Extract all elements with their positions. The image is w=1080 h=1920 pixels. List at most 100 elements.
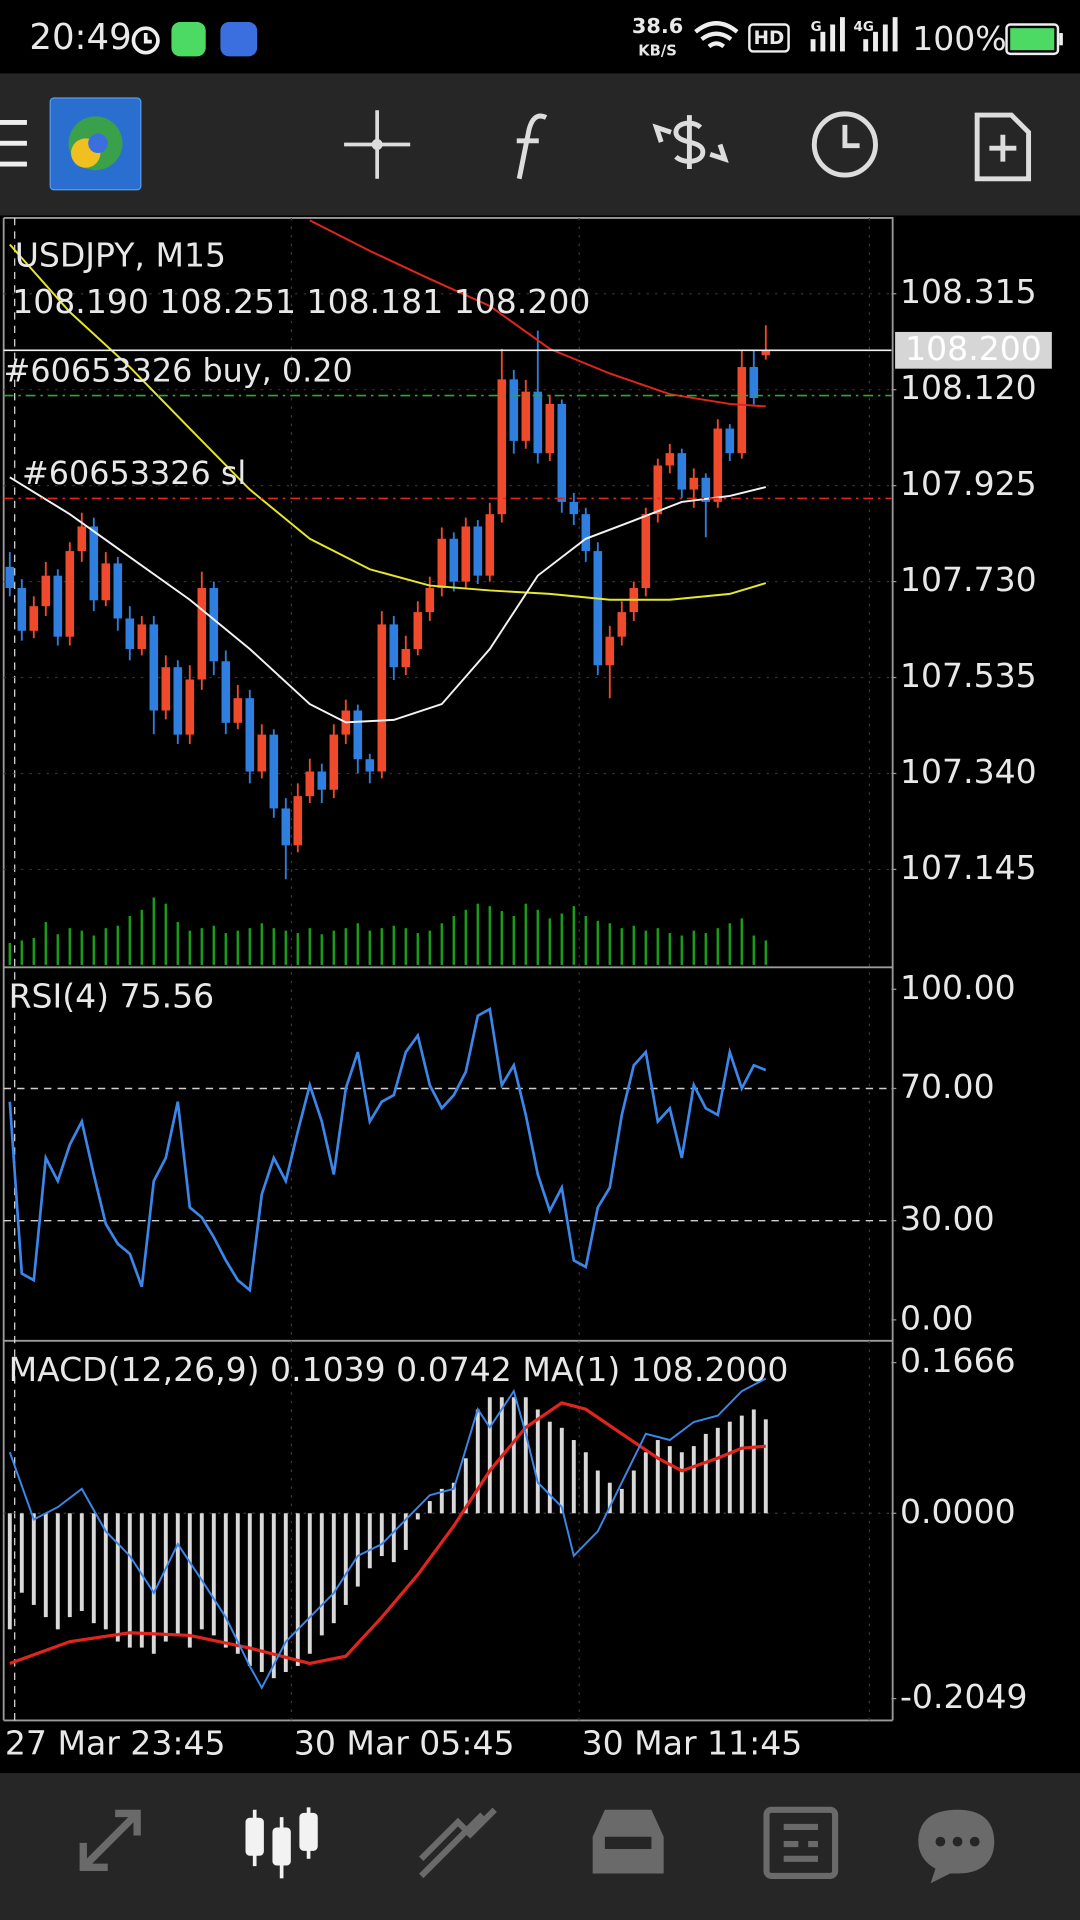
indicators-button[interactable] [516,113,548,180]
candle-body [5,566,15,588]
candle-body [65,551,75,637]
histogram-bar [355,1513,360,1587]
candle-body [701,477,711,502]
candle-body [233,698,243,723]
indicator-line [8,1377,767,1690]
candle-body [125,618,135,649]
moving-average [9,476,767,724]
trade-button[interactable] [652,115,729,169]
candle-body [617,612,627,637]
histogram-bar [643,1452,648,1514]
histogram-bar [715,1427,720,1514]
menu-button[interactable] [0,120,27,167]
candle-body [641,514,651,588]
histogram-bar [607,1482,612,1514]
moving-average [9,243,767,601]
new-order-button[interactable] [974,112,1032,182]
moving-average [309,219,766,408]
trade-tab[interactable] [419,1807,497,1879]
histogram-bar [535,1409,540,1514]
candle-body [197,587,207,680]
candle-body [53,575,63,637]
history-tab[interactable] [592,1809,664,1874]
last-price-label: 108.200 [905,329,1042,368]
net2-label: 4G [853,20,873,35]
histogram-bar [523,1397,528,1514]
y-tick-label: 107.925 [900,464,1037,503]
histogram-bar [295,1513,300,1666]
candle-body [353,710,363,760]
histogram-bar [655,1440,660,1514]
period-button[interactable] [811,111,878,178]
message-icon [171,22,206,57]
candle-body [41,575,51,607]
candle-body [569,501,579,515]
histogram-bar [571,1440,576,1514]
histogram-bar [331,1513,336,1624]
candle-body [761,350,771,356]
y-tick-label: 30.00 [900,1199,995,1238]
indicator-title: RSI(4) 75.56 [9,976,215,1015]
candle-body [149,624,159,711]
histogram-bar [427,1501,432,1514]
last-price-box [895,331,1052,369]
y-tick-label: 0.00 [900,1298,974,1337]
app-logo[interactable] [49,97,142,191]
y-tick-label: 70.00 [900,1067,995,1106]
candle-body [749,367,759,399]
rsi-line [8,1006,767,1293]
chart-tab[interactable] [245,1807,318,1879]
candle-body [473,526,483,576]
histogram-bar [343,1513,348,1605]
histogram-bar [511,1397,516,1514]
histogram-bar [271,1513,276,1679]
candle-body [17,587,27,631]
histogram-bar [403,1513,408,1550]
histogram-bar [415,1513,420,1520]
news-tab[interactable] [763,1806,839,1879]
candle-body [485,514,495,576]
histogram-bar [595,1470,600,1514]
candle-body [593,551,603,666]
candle-body [713,428,723,502]
time-label: 27 Mar 23:45 [5,1723,226,1762]
candle-body [389,624,399,668]
histogram-bar [451,1482,456,1514]
histogram-bar [703,1433,708,1514]
histogram-bar [631,1470,636,1514]
candle-body [509,379,519,441]
candle-body [317,771,327,790]
chat-tab[interactable] [918,1809,995,1884]
histogram-bar [67,1513,72,1618]
histogram-bar [187,1513,192,1648]
order-label: #60653326 buy, 0.20 [4,351,353,389]
candle-body [497,379,507,515]
y-tick-label: 108.315 [900,272,1037,311]
histogram-bar [439,1488,444,1514]
candle-body [605,636,615,666]
candle-body [113,563,123,619]
candle-body [269,734,279,809]
candle-body [557,403,567,502]
histogram-bar [55,1513,60,1630]
hd-box [748,23,790,53]
candle-body [401,648,411,668]
histogram-bar [223,1513,228,1648]
candle-body [221,661,231,723]
crosshair-button[interactable] [344,110,411,179]
wifi-icon [694,21,739,49]
quotes-tab[interactable] [79,1809,141,1872]
candle-body [329,734,339,790]
histogram-bar [211,1513,216,1636]
y-tick-label: -0.2049 [900,1677,1028,1716]
histogram-bar [679,1452,684,1514]
candle-body [737,367,747,454]
time-label: 30 Mar 11:45 [582,1723,803,1762]
histogram-bar [547,1421,552,1514]
net-speed-unit: KB/S [638,42,677,59]
time-label: 30 Mar 05:45 [294,1723,515,1762]
histogram-bar [139,1513,144,1648]
histogram-bar [583,1452,588,1514]
